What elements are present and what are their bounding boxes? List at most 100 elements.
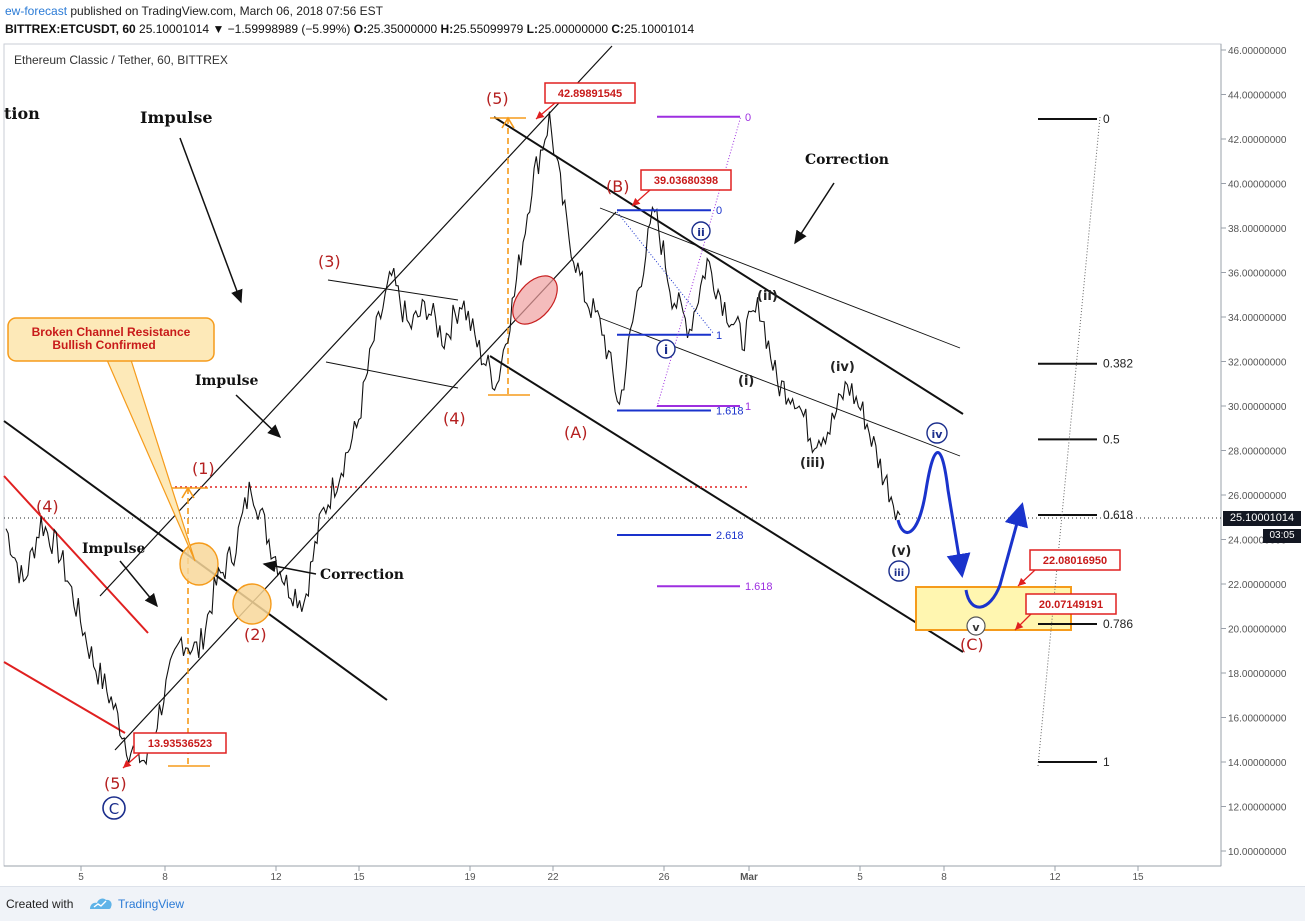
ohlc-low: 25.00000000 (537, 22, 609, 36)
wave-label: (4) (443, 409, 466, 428)
plot-area (3, 43, 1222, 867)
y-tick-label: 36.00000000 (1228, 269, 1287, 280)
wave-label: iv (932, 428, 944, 441)
wave-label: (C) (960, 635, 984, 654)
fib-retracement: 0 0.382 0.5 0.618 0.786 1 (1038, 112, 1133, 769)
y-tick-label: 10.00000000 (1228, 847, 1287, 858)
ohlc-high: 25.55099979 (453, 22, 524, 36)
x-tick-label: 5 (857, 872, 863, 883)
footer: Created with TradingView (0, 886, 1305, 921)
callout-value: 13.93536523 (148, 738, 212, 750)
red-trendline-2 (3, 661, 126, 734)
wave-label: (ii) (757, 289, 778, 304)
minor-wave-labels: (i) (ii) (iii) (iv) (v) (738, 289, 911, 559)
wave-label: (B) (606, 177, 629, 196)
publish-line: ew-forecast published on TradingView.com… (5, 4, 383, 18)
tradingview-brand-link[interactable]: TradingView (118, 897, 185, 911)
callout-value: 42.89891545 (558, 88, 622, 100)
wave-label: (5) (104, 774, 127, 793)
bar-countdown: 03:05 (1263, 529, 1301, 543)
ohlc-h-label: H: (440, 22, 454, 36)
breakout-highlight (179, 542, 219, 586)
correction-channel-lower (489, 355, 964, 653)
x-tick-label: 5 (78, 872, 84, 883)
wave-label: (iv) (830, 360, 855, 375)
callout-value: 22.08016950 (1043, 555, 1107, 567)
callout-value: 39.03680398 (654, 175, 718, 187)
x-tick-label: 22 (547, 872, 559, 883)
fib-retracement-label: 0.382 (1103, 357, 1133, 371)
y-tick-label: 26.00000000 (1228, 491, 1287, 502)
symbol-label[interactable]: BITTREX:ETCUSDT, 60 (5, 22, 136, 36)
wave-label: v (972, 621, 980, 634)
y-tick-label: 20.00000000 (1228, 625, 1287, 636)
ohlc-open: 25.35000000 (367, 22, 438, 36)
correction-arrow-1 (262, 560, 317, 575)
chart-title: Ethereum Classic / Tether, 60, BITTREX (14, 53, 228, 67)
x-tick-label: 26 (658, 872, 670, 883)
annotation-impulse-2: Impulse (195, 373, 259, 389)
y-tick-label: 42.00000000 (1228, 135, 1287, 146)
ohlc-o-label: O: (353, 22, 368, 36)
annotation-correction-1: Correction (320, 567, 404, 583)
fib-extension-label: 0 (716, 205, 722, 217)
annotation-tion: tion (4, 104, 40, 123)
callout-text-1: Broken Channel Resistance (32, 325, 191, 339)
y-tick-label: 34.00000000 (1228, 313, 1287, 324)
fib-extension-purple-label: 1 (745, 401, 751, 413)
y-tick-label: 16.00000000 (1228, 714, 1287, 725)
y-tick-label: 30.00000000 (1228, 402, 1287, 413)
wave-label: (3) (318, 252, 341, 271)
wave-label: iii (894, 568, 904, 579)
x-tick-label: 15 (353, 872, 365, 883)
triangle-lower (325, 361, 459, 389)
callout-value: 20.07149191 (1039, 599, 1103, 611)
thin-channel-lower (599, 317, 961, 457)
y-tick-label: 14.00000000 (1228, 758, 1287, 769)
x-tick-label: 19 (464, 872, 476, 883)
correction-channel-upper (493, 116, 964, 415)
chart-header: ew-forecast published on TradingView.com… (0, 0, 1305, 40)
y-tick-label: 44.00000000 (1228, 91, 1287, 102)
callout-text-2: Bullish Confirmed (52, 338, 155, 352)
wave-labels: (4) (1) (2) (3) (4) (5) (A) (B) (C) (5) (36, 89, 984, 793)
impulse-arrow-2 (235, 394, 282, 439)
triangle-upper (327, 279, 459, 301)
wave-label: ii (697, 226, 705, 239)
fib-extension-purple-diagonal (656, 115, 742, 408)
impulse-arrow-3 (119, 560, 158, 608)
projection-path-up (964, 502, 1029, 609)
fib-extension-purple: 011.618 (657, 112, 773, 593)
fib-retracement-label: 0 (1103, 112, 1110, 126)
price-axis: 46.00000000 44.00000000 42.00000000 40.0000… (1221, 46, 1287, 858)
measure-tool-mid (488, 116, 530, 396)
wave-label: (2) (244, 625, 267, 644)
price-change: ▼ −1.59998989 (−5.99%) (212, 22, 351, 36)
impulse-arrow-1 (179, 137, 243, 304)
fib-extension-label: 1 (716, 330, 722, 342)
red-trendline-1 (3, 475, 149, 634)
projection-path (896, 451, 971, 578)
x-tick-label: 8 (162, 872, 168, 883)
last-price-tag: 25.10001014 (1223, 511, 1301, 526)
y-tick-label: 28.00000000 (1228, 447, 1287, 458)
y-tick-label: 46.00000000 (1228, 46, 1287, 57)
broken-channel-callout (7, 317, 215, 362)
x-tick-label: 8 (941, 872, 947, 883)
x-tick-label: 12 (270, 872, 282, 883)
author-link[interactable]: ew-forecast (5, 4, 68, 18)
ohlc-line: BITTREX:ETCUSDT, 60 25.10001014 ▼ −1.599… (5, 22, 694, 36)
wave-2-highlight (232, 583, 272, 625)
time-axis: 5 8 12 15 19 22 26 Mar 5 8 12 15 (78, 866, 1144, 883)
wave-label: (5) (486, 89, 509, 108)
wave-label: (v) (891, 544, 911, 559)
fib-extension-label: 1.618 (716, 405, 744, 417)
fib-extension-purple-label: 1.618 (745, 581, 773, 593)
retest-highlight (512, 275, 558, 325)
created-with-label: Created with (6, 897, 74, 911)
y-tick-label: 22.00000000 (1228, 580, 1287, 591)
x-tick-label: 15 (1132, 872, 1144, 883)
y-tick-label: 32.00000000 (1228, 358, 1287, 369)
y-tick-label: 40.00000000 (1228, 180, 1287, 191)
